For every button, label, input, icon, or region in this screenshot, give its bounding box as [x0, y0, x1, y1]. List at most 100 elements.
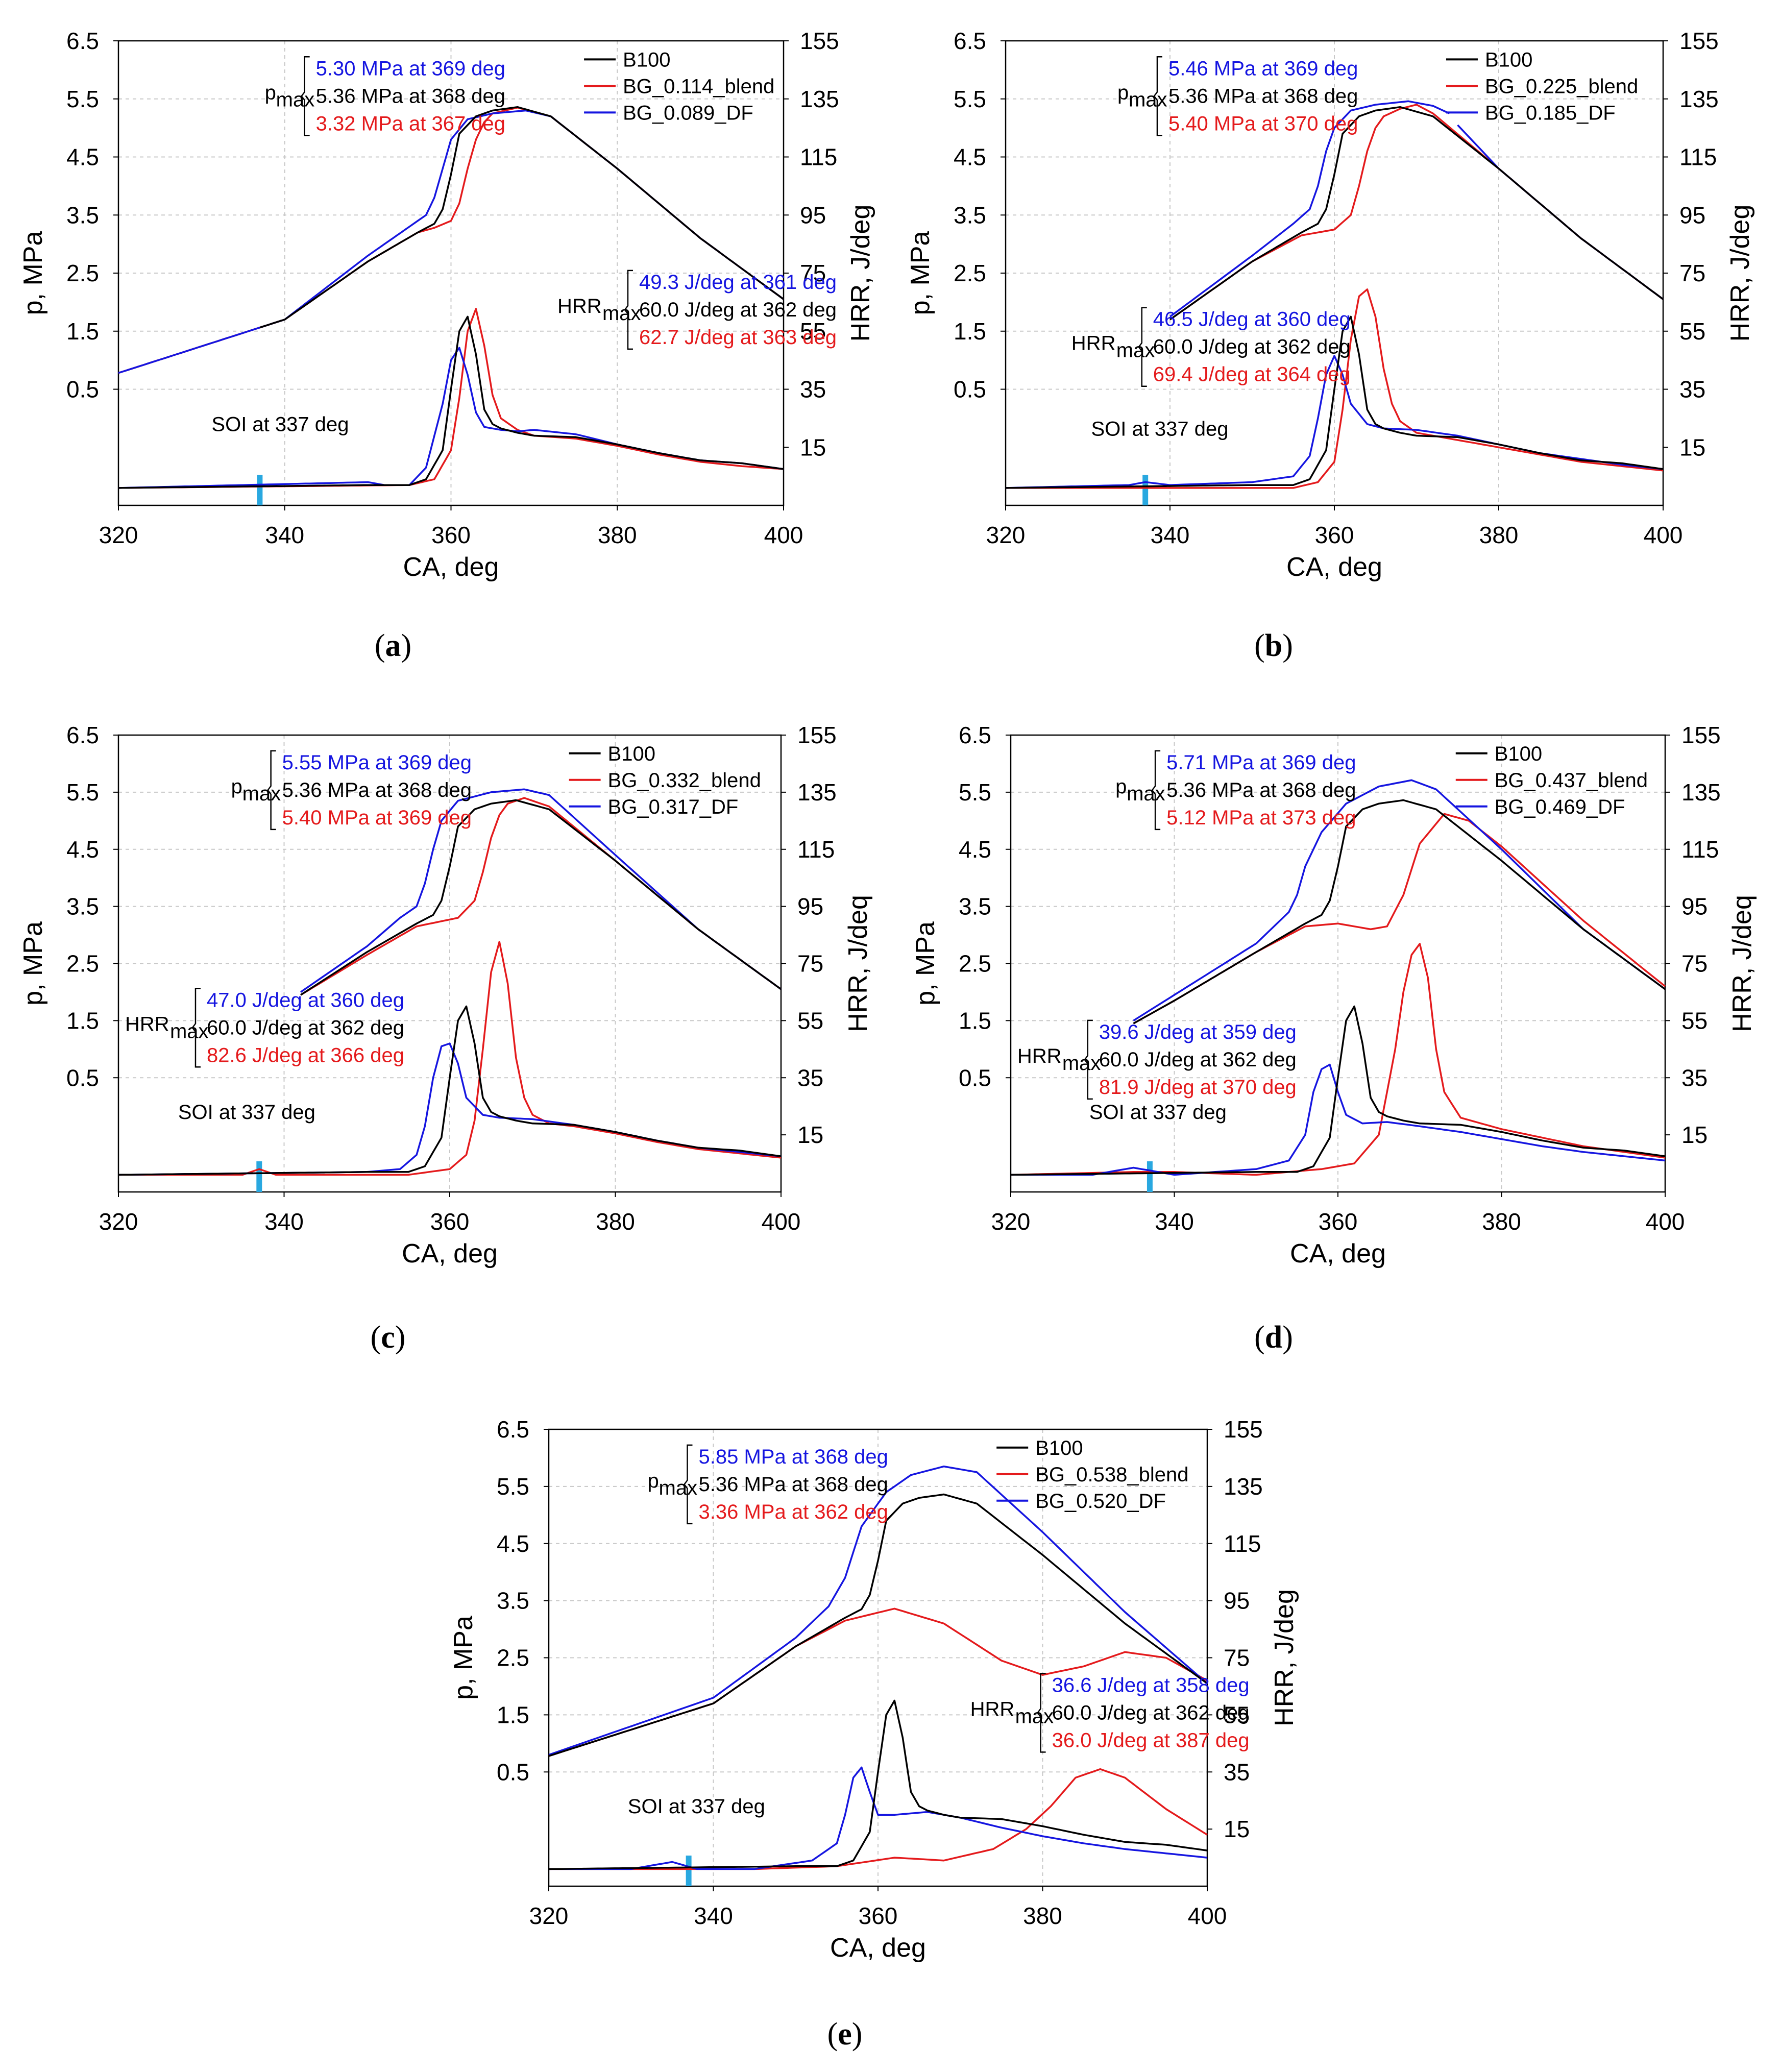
- legend-label: BG_0.225_blend: [1485, 75, 1638, 97]
- hrr-line-BG_0.469_DF: [1011, 1063, 1666, 1176]
- legend-label: BG_0.437_blend: [1495, 769, 1648, 792]
- hrr-line-B100: [118, 315, 784, 489]
- x-tick-label: 400: [1646, 1208, 1685, 1235]
- hrrmax-label-subscript: max: [170, 1020, 209, 1042]
- legend-label: B100: [1495, 743, 1542, 765]
- hrrmax-value: 81.9 J/deg at 370 deg: [1099, 1076, 1297, 1099]
- y-tick-label: 5.5: [497, 1473, 529, 1500]
- x-tick-label: 340: [694, 1903, 733, 1929]
- hrrmax-bracket: [1037, 1673, 1046, 1753]
- y-tick-label: 4.5: [954, 144, 986, 170]
- x-tick-label: 340: [265, 522, 304, 548]
- y-tick-label: 4.5: [66, 144, 99, 170]
- y-tick-label: 3.5: [66, 893, 99, 920]
- y-tick-label: 1.5: [66, 318, 99, 345]
- y-tick-label: 2.5: [954, 260, 986, 286]
- x-tick-label: 320: [99, 1208, 138, 1235]
- pmax-value: 5.36 MPa at 368 deg: [699, 1473, 888, 1496]
- hrrmax-bracket: [1138, 307, 1147, 387]
- y-axis-label: p, MPa: [18, 231, 48, 315]
- x-tick-label: 360: [1315, 522, 1354, 548]
- pmax-value: 5.36 MPa at 368 deg: [282, 779, 472, 801]
- pmax-label: p: [1115, 775, 1127, 798]
- pmax-bracket: [267, 750, 276, 831]
- pmax-value: 5.36 MPa at 368 deg: [1168, 85, 1358, 107]
- x-tick-label: 320: [986, 522, 1026, 548]
- hrrmax-label-subscript: max: [602, 302, 641, 325]
- y-axis-label: p, MPa: [911, 921, 940, 1006]
- x-tick-label: 400: [762, 1208, 801, 1235]
- y-tick-label: 1.5: [497, 1701, 529, 1728]
- pmax-value: 5.12 MPa at 373 deg: [1166, 807, 1356, 829]
- y2-tick-label: 95: [1679, 202, 1705, 228]
- y2-tick-label: 75: [1679, 260, 1705, 286]
- pmax-label-subscript: max: [659, 1477, 698, 1499]
- y2-tick-label: 135: [797, 779, 837, 806]
- y2-tick-label: 115: [1679, 144, 1717, 170]
- x-tick-label: 380: [598, 522, 637, 548]
- y-tick-label: 0.5: [497, 1759, 529, 1785]
- y2-tick-label: 35: [800, 376, 826, 403]
- hrr-line-B100: [548, 1699, 1208, 1870]
- y2-tick-label: 95: [797, 893, 823, 920]
- x-axis-label: CA, deg: [403, 552, 499, 582]
- y-axis-label: p, MPa: [906, 231, 935, 315]
- pmax-value: 3.36 MPa at 362 deg: [699, 1501, 888, 1523]
- hrrmax-label: HRR: [557, 295, 602, 318]
- pmax-bracket: [683, 1444, 693, 1525]
- hrrmax-label-subscript: max: [1015, 1705, 1054, 1727]
- x-tick-label: 380: [1023, 1903, 1062, 1929]
- hrr-line-BG_0.332_blend: [118, 941, 782, 1176]
- y2-tick-label: 15: [797, 1122, 823, 1148]
- hrrmax-label: HRR: [1071, 332, 1116, 355]
- chart-panel-c: 320 340 360 380 400 6.5 5.5 4.5 3.5 2.5 1.5 0.5 155 1…: [18, 722, 873, 1355]
- legend-label: BG_0.520_DF: [1035, 1490, 1166, 1513]
- y2-tick-label: 155: [797, 722, 837, 748]
- y2-tick-label: 155: [1224, 1416, 1263, 1443]
- y-tick-label: 1.5: [959, 1007, 991, 1034]
- hrr-line-B100: [118, 1005, 782, 1176]
- y2-tick-label: 15: [800, 434, 826, 460]
- y2-tick-label: 95: [1224, 1588, 1250, 1614]
- pmax-value: 5.36 MPa at 368 deg: [1166, 779, 1356, 801]
- x-axis-label: CA, deg: [1290, 1239, 1386, 1269]
- y-tick-label: 2.5: [66, 950, 99, 977]
- y2-tick-label: 75: [800, 260, 826, 286]
- hrrmax-value: 82.6 J/deg at 366 deg: [207, 1044, 404, 1066]
- pmax-bracket: [1151, 750, 1161, 831]
- x-tick-label: 400: [1644, 522, 1683, 548]
- y2-tick-label: 35: [1224, 1759, 1250, 1785]
- pmax-value: 5.85 MPa at 368 deg: [699, 1446, 888, 1468]
- pmax-label-subscript: max: [1129, 88, 1167, 111]
- hrr-line-B100: [1010, 1005, 1666, 1176]
- y-tick-label: 5.5: [954, 86, 986, 112]
- chart-panel-b: 320 340 360 380 400 6.5 5.5 4.5 3.5 2.5 1.5 0.5 155 1…: [906, 28, 1755, 663]
- soi-label: SOI at 337 deg: [1089, 1101, 1227, 1124]
- y2-tick-label: 115: [797, 836, 835, 863]
- hrrmax-label-subscript: max: [1116, 339, 1155, 362]
- x-tick-label: 360: [1319, 1208, 1358, 1235]
- chart-panel-a: 320 340 360 380 400 6.5 5.5 4.5 3.5 2.5 1.5 0.5 155 1…: [18, 28, 875, 663]
- y2-tick-label: 115: [800, 144, 837, 170]
- y2-tick-label: 75: [1224, 1645, 1250, 1671]
- x-tick-label: 360: [430, 1208, 470, 1235]
- pressure-line-B100: [259, 106, 785, 329]
- pmax-label: p: [265, 81, 276, 104]
- soi-label: SOI at 337 deg: [178, 1101, 315, 1124]
- y-tick-label: 1.5: [66, 1007, 99, 1034]
- y2-tick-label: 155: [800, 28, 839, 54]
- hrr-line-BG_0.437_blend: [1010, 943, 1666, 1176]
- y2-tick-label: 35: [1679, 376, 1705, 403]
- y-tick-label: 6.5: [959, 722, 991, 748]
- legend-label: BG_0.114_blend: [623, 75, 774, 97]
- y-tick-label: 5.5: [959, 779, 991, 806]
- y2-tick-label: 155: [1681, 722, 1721, 748]
- y2-tick-label: 35: [797, 1064, 823, 1091]
- soi-label: SOI at 337 deg: [1091, 418, 1228, 441]
- y2-tick-label: 115: [1224, 1530, 1261, 1557]
- y-tick-label: 0.5: [954, 376, 986, 403]
- pmax-label: p: [1117, 81, 1129, 104]
- y-tick-label: 1.5: [954, 318, 986, 345]
- hrrmax-value: 60.0 J/deg at 362 deg: [1052, 1701, 1250, 1724]
- hrrmax-label: HRR: [125, 1013, 169, 1035]
